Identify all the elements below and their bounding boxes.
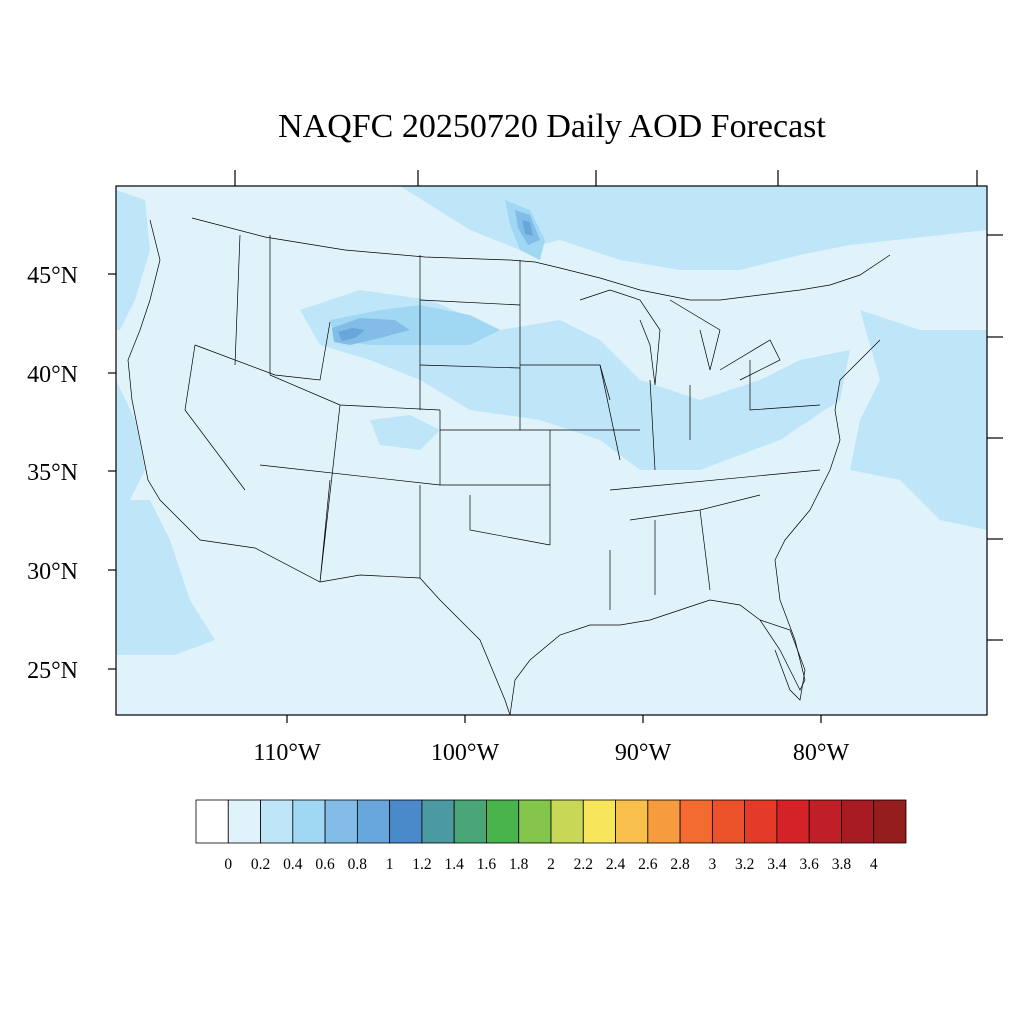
colorbar-swatch — [356, 799, 391, 844]
colorbar-swatch — [389, 799, 423, 844]
colorbar-label: 2.8 — [670, 856, 690, 873]
colorbar-label: 1.8 — [509, 856, 529, 873]
colorbar-label: 2.4 — [606, 856, 626, 873]
colorbar-swatch — [711, 799, 746, 844]
colorbar-label: 3 — [708, 856, 716, 873]
colorbar-label: 3.8 — [832, 856, 852, 873]
colorbar-label: 2 — [547, 856, 555, 873]
colorbar-label: 0 — [224, 856, 232, 873]
colorbar-label: 2.6 — [638, 856, 658, 873]
colorbar-label: 2.2 — [574, 856, 593, 873]
colorbar-swatch — [260, 799, 294, 844]
colorbar-swatch — [679, 799, 713, 844]
colorbar-label: 1 — [386, 856, 394, 873]
aod-hotspot-ontario — [522, 220, 533, 236]
pacific-coast — [127, 219, 201, 541]
colorbar-label: 3.2 — [735, 856, 754, 873]
map-frame — [115, 185, 988, 716]
lat-labels: 45°N 40°N 35°N 30°N 25°N — [27, 263, 78, 684]
colorbar-swatch — [453, 799, 487, 844]
aod-level-0.8-1.0 — [338, 220, 533, 341]
colorbar-swatch — [582, 799, 616, 844]
great-lakes — [579, 289, 781, 386]
state-lines-east — [599, 360, 821, 610]
colorbar-swatch — [744, 799, 778, 844]
lon-label: 100°W — [431, 740, 500, 766]
state-lines-west — [184, 234, 441, 583]
colorbar-swatch — [808, 799, 842, 844]
lat-label: 40°N — [27, 362, 78, 388]
axis-ticks — [108, 170, 1003, 723]
lat-label: 25°N — [27, 658, 78, 684]
colorbar-swatch — [615, 799, 649, 844]
state-boundaries — [127, 217, 891, 715]
us-canada-border — [191, 217, 891, 301]
lon-labels: 110°W 100°W 90°W 80°W — [253, 740, 849, 766]
colorbar-swatch — [486, 799, 520, 844]
gulf-coast — [509, 339, 881, 715]
colorbar-label: 0.2 — [251, 856, 270, 873]
lon-label: 110°W — [253, 740, 321, 766]
map-title: NAQFC 20250720 Daily AOD Forecast — [278, 108, 826, 145]
colorbar-swatch — [550, 799, 584, 844]
colorbar-label: 1.6 — [477, 856, 497, 873]
colorbar-swatch — [518, 799, 552, 844]
lat-label: 45°N — [27, 263, 78, 289]
colorbar-swatch — [647, 799, 681, 844]
colorbar-label: 1.2 — [412, 856, 431, 873]
colorbar-label: 0.4 — [283, 856, 303, 873]
colorbar-label: 0.8 — [348, 856, 368, 873]
florida — [759, 619, 806, 701]
aod-field — [116, 186, 987, 715]
colorbar-swatch — [841, 799, 875, 844]
aod-region-pacific-southwest — [116, 500, 215, 655]
aod-region-colorado — [370, 415, 440, 450]
lon-label: 80°W — [793, 740, 850, 766]
colorbar-label: 3.4 — [767, 856, 787, 873]
colorbar-swatch — [292, 799, 326, 844]
aod-region-california-coast — [116, 380, 145, 500]
colorbar-swatch — [776, 799, 810, 844]
colorbar: 0 0.2 0.4 0.6 0.8 1 1.2 1.4 1.6 1.8 2 2.2 2.4 2.6 2.8 3… — [195, 799, 907, 873]
lat-label: 35°N — [27, 460, 78, 486]
colorbar-swatch — [421, 799, 455, 844]
colorbar-label: 1.4 — [444, 856, 464, 873]
aod-region-canada — [400, 186, 987, 270]
aod-hotspot-wyoming — [338, 328, 365, 341]
colorbar-label: 4 — [870, 856, 878, 873]
aod-region-atlantic — [850, 310, 987, 530]
aod-background-field — [116, 186, 987, 715]
colorbar-swatch — [324, 799, 358, 844]
lat-label: 30°N — [27, 559, 78, 585]
colorbar-swatch — [227, 799, 261, 844]
lon-label: 90°W — [615, 740, 672, 766]
colorbar-label: 3.6 — [799, 856, 819, 873]
aod-region-west-coast — [116, 190, 150, 330]
colorbar-swatch — [195, 799, 229, 844]
colorbar-swatch — [873, 799, 907, 844]
colorbar-label: 0.6 — [315, 856, 335, 873]
